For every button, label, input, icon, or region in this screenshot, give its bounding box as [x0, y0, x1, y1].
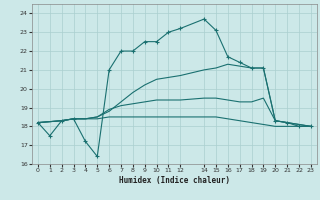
X-axis label: Humidex (Indice chaleur): Humidex (Indice chaleur)	[119, 176, 230, 185]
